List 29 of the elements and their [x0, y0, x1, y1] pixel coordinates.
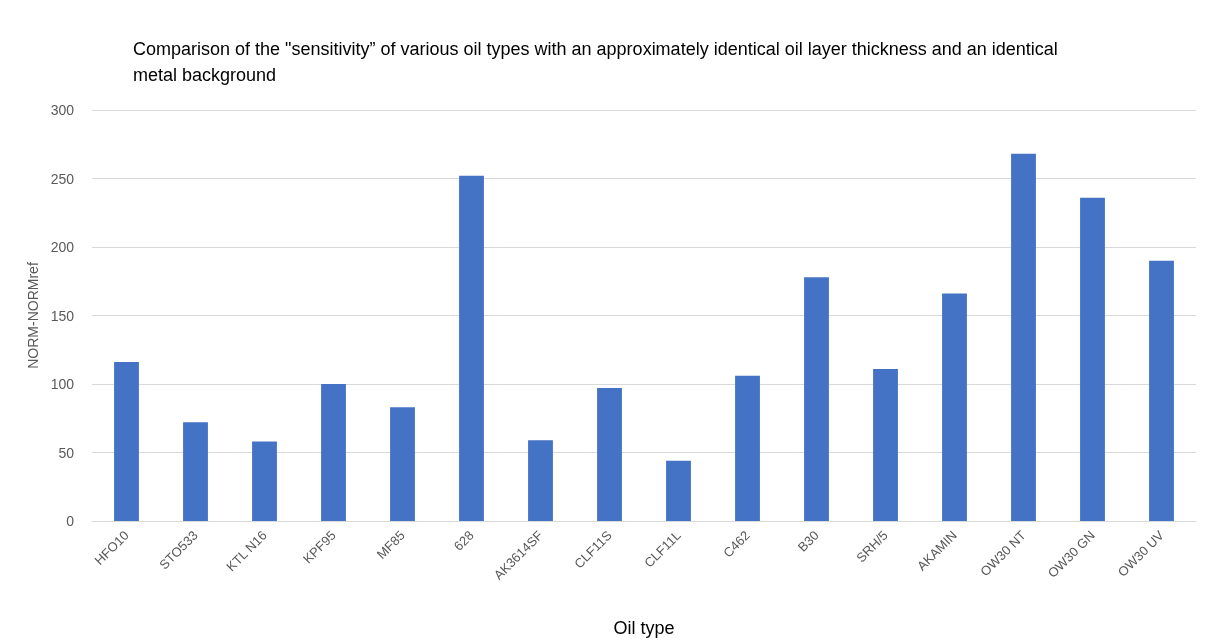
bar: [1080, 197, 1105, 521]
y-tick-label: 50: [58, 444, 75, 461]
y-tick-label: 250: [50, 170, 75, 187]
bar: [459, 175, 484, 521]
y-tick-label: 150: [50, 307, 75, 324]
bar: [942, 293, 967, 521]
bar: [873, 368, 898, 521]
y-tick-label: 0: [66, 513, 75, 529]
bar: [1149, 260, 1174, 521]
bar: [321, 384, 346, 521]
bar: [804, 277, 829, 521]
y-tick-label: 100: [50, 376, 75, 392]
y-axis-title: NORM-NORMref: [24, 262, 41, 369]
bar: [252, 441, 277, 521]
bar: [1011, 153, 1036, 521]
x-tick-label: 628: [450, 527, 477, 554]
bar: [735, 375, 760, 521]
y-tick-label: 200: [50, 239, 75, 255]
bar: [390, 407, 415, 521]
bar: [597, 388, 622, 521]
bar: [114, 362, 139, 521]
bar: [666, 460, 691, 521]
x-axis-title: Oil type: [613, 618, 675, 638]
chart-title: Comparison of the "sensitivity” of various oil types with an approximately identical oil layer thickness and an identical metal background: [133, 38, 1059, 87]
bar: [183, 422, 208, 521]
x-tick-label: KTL N16: [223, 527, 270, 575]
y-tick-label: 300: [50, 102, 75, 118]
bar: [528, 440, 553, 521]
x-tick-label: B30: [794, 527, 822, 555]
